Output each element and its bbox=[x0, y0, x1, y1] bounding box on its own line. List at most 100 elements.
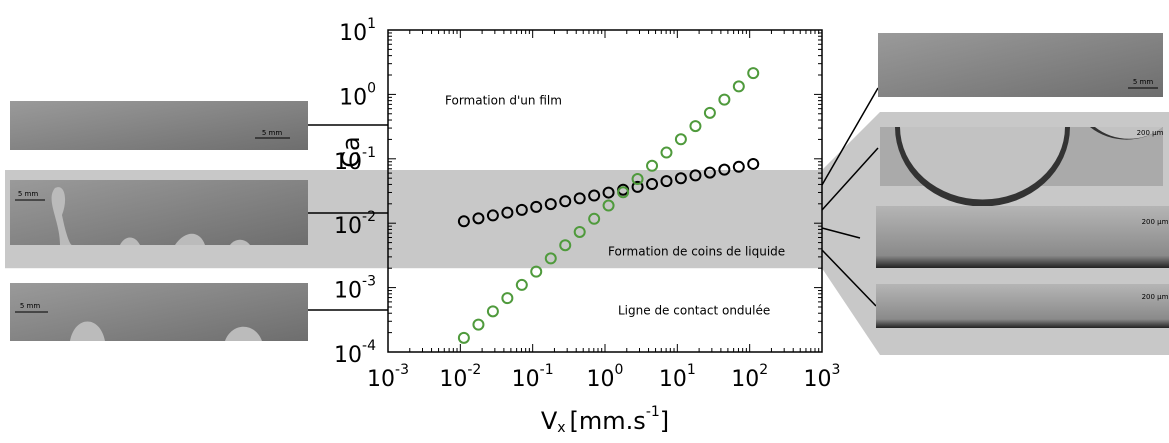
tick-exp: -4 bbox=[362, 338, 376, 354]
photo bbox=[876, 206, 1169, 268]
data-point bbox=[472, 318, 485, 331]
tick-label: 10-1 bbox=[334, 145, 376, 175]
tick-label: 10-2 bbox=[439, 362, 481, 392]
tick-label: 10-3 bbox=[334, 274, 376, 304]
data-point bbox=[732, 80, 745, 93]
data-point bbox=[660, 146, 673, 159]
data-point bbox=[602, 186, 615, 199]
tick-exp: 1 bbox=[367, 16, 376, 32]
photo bbox=[876, 284, 1169, 328]
tick-base: 10 bbox=[334, 214, 362, 239]
scale-label: 200 µm bbox=[1137, 129, 1164, 137]
tick-base: 10 bbox=[587, 367, 615, 392]
tick-label: 101 bbox=[339, 16, 376, 46]
photo bbox=[10, 101, 308, 150]
data-point bbox=[732, 160, 745, 173]
y-axis-label: Ca bbox=[337, 136, 365, 167]
tick-base: 10 bbox=[339, 21, 367, 46]
tick-exp: -3 bbox=[395, 362, 409, 378]
data-point bbox=[718, 163, 731, 176]
photo-detail bbox=[900, 127, 1163, 200]
tick-base: 10 bbox=[439, 367, 467, 392]
tick-label: 10-2 bbox=[334, 209, 376, 239]
tick-exp: -1 bbox=[540, 362, 554, 378]
scale-label: 200 µm bbox=[1142, 218, 1169, 226]
data-point bbox=[689, 169, 702, 182]
tick-base: 10 bbox=[512, 367, 540, 392]
data-point bbox=[646, 159, 659, 172]
tick-exp: 0 bbox=[615, 362, 624, 378]
tick-exp: 0 bbox=[367, 80, 376, 96]
photo-detail bbox=[70, 321, 262, 341]
tick-base: 10 bbox=[731, 367, 759, 392]
data-point bbox=[559, 195, 572, 208]
tick-label: 103 bbox=[804, 362, 841, 392]
data-point bbox=[457, 215, 470, 228]
scale-label: 5 mm bbox=[262, 129, 282, 137]
data-point bbox=[544, 252, 557, 265]
tick-exp: 1 bbox=[687, 362, 696, 378]
data-point bbox=[530, 200, 543, 213]
data-point bbox=[631, 180, 644, 193]
tick-base: 10 bbox=[339, 85, 367, 110]
data-point bbox=[588, 189, 601, 202]
data-point bbox=[689, 120, 702, 133]
data-point bbox=[501, 292, 514, 305]
data-point bbox=[573, 192, 586, 205]
tick-label: 10-3 bbox=[367, 362, 409, 392]
tick-label: 10-1 bbox=[512, 362, 554, 392]
data-point bbox=[617, 186, 630, 199]
data-point bbox=[588, 212, 601, 225]
tick-base: 10 bbox=[334, 343, 362, 368]
data-point bbox=[486, 305, 499, 318]
data-point bbox=[486, 209, 499, 222]
tick-label: 101 bbox=[659, 362, 696, 392]
tick-exp: 2 bbox=[759, 362, 768, 378]
data-point bbox=[718, 93, 731, 106]
data-point bbox=[530, 265, 543, 278]
tick-base: 10 bbox=[334, 150, 362, 175]
x-axis-label: Vx [mm.s-1] bbox=[541, 404, 669, 436]
data-point bbox=[674, 172, 687, 185]
scale-label: 200 µm bbox=[1142, 293, 1169, 301]
data-point bbox=[631, 173, 644, 186]
scale-label: 5 mm bbox=[1133, 78, 1153, 86]
tick-label: 10-4 bbox=[334, 338, 376, 368]
tick-exp: -3 bbox=[362, 274, 376, 290]
tick-label: 102 bbox=[731, 362, 768, 392]
tick-base: 10 bbox=[804, 367, 832, 392]
scale-label: 5 mm bbox=[20, 302, 40, 310]
data-point bbox=[646, 178, 659, 191]
tick-exp: -1 bbox=[362, 145, 376, 161]
data-point bbox=[747, 67, 760, 80]
data-point bbox=[544, 198, 557, 211]
data-point bbox=[602, 199, 615, 212]
data-point bbox=[515, 278, 528, 291]
photo bbox=[878, 33, 1163, 97]
annotation: Formation de coins de liquide bbox=[608, 245, 785, 259]
tick-exp: -2 bbox=[362, 209, 376, 225]
tick-label: 100 bbox=[587, 362, 624, 392]
tick-base: 10 bbox=[334, 279, 362, 304]
data-point bbox=[515, 203, 528, 216]
scale-label: 5 mm bbox=[18, 190, 38, 198]
photo bbox=[10, 283, 308, 341]
tick-exp: 3 bbox=[832, 362, 841, 378]
data-point bbox=[573, 225, 586, 238]
data-point bbox=[472, 212, 485, 225]
data-point bbox=[501, 206, 514, 219]
annotation: Formation d'un film bbox=[445, 94, 562, 108]
connectors bbox=[308, 87, 879, 311]
data-point bbox=[559, 239, 572, 252]
tick-exp: -2 bbox=[467, 362, 481, 378]
photos: 5 mm 5 mm 5 mm 5 mm 200 µm 200 µm 200 µm bbox=[10, 33, 1169, 341]
tick-label: 100 bbox=[339, 80, 376, 110]
data-point bbox=[703, 106, 716, 119]
data-point bbox=[747, 157, 760, 170]
data-point bbox=[703, 166, 716, 179]
data-point bbox=[457, 331, 470, 344]
tick-base: 10 bbox=[367, 367, 395, 392]
data-point bbox=[674, 133, 687, 146]
tick-base: 10 bbox=[659, 367, 687, 392]
